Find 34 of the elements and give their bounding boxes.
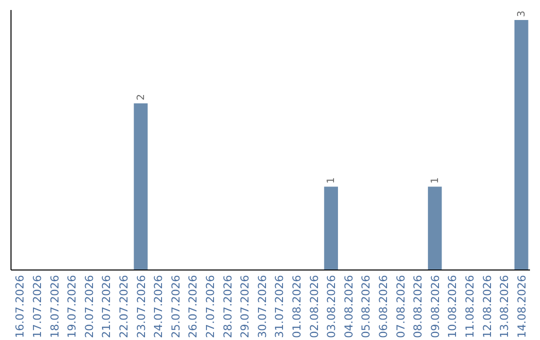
x-tick-label: 18.07.2026 bbox=[48, 275, 62, 338]
data-label: 1 bbox=[430, 177, 441, 184]
x-tick-label: 22.07.2026 bbox=[117, 275, 130, 338]
x-tick-label: 19.07.2026 bbox=[66, 275, 79, 338]
x-tick-label: 28.07.2026 bbox=[221, 275, 234, 338]
x-tick-label: 09.08.2026 bbox=[428, 275, 442, 338]
data-label: 3 bbox=[516, 10, 528, 17]
x-tick-label: 26.07.2026 bbox=[186, 275, 200, 338]
x-tick-label: 02.08.2026 bbox=[308, 275, 321, 338]
x-tick-label: 08.08.2026 bbox=[412, 275, 425, 338]
x-tick-label: 03.08.2026 bbox=[325, 275, 338, 338]
x-tick-label: 10.08.2026 bbox=[446, 275, 460, 338]
x-tick-label: 27.07.2026 bbox=[204, 275, 217, 338]
x-tick-label: 07.08.2026 bbox=[394, 275, 408, 338]
x-tick-label: 25.07.2026 bbox=[169, 275, 182, 338]
x-tick-label: 29.07.2026 bbox=[238, 275, 252, 338]
x-tick-label: 20.07.2026 bbox=[82, 275, 96, 338]
x-tick-label: 12.08.2026 bbox=[480, 275, 494, 338]
x-tick-label: 31.07.2026 bbox=[273, 275, 286, 338]
x-tick-label: 05.08.2026 bbox=[360, 275, 373, 338]
x-tick-label: 16.07.2026 bbox=[14, 275, 27, 338]
x-tick-label: 06.08.2026 bbox=[376, 275, 390, 338]
x-tick-label: 30.07.2026 bbox=[256, 275, 269, 338]
data-label: 2 bbox=[136, 94, 147, 100]
x-tick-label: 14.08.2026 bbox=[515, 275, 528, 338]
x-tick-label: 23.07.2026 bbox=[134, 275, 148, 338]
x-tick-label: 11.08.2026 bbox=[463, 275, 476, 338]
x-tick-label: 04.08.2026 bbox=[342, 275, 356, 338]
x-tick-label: 21.07.2026 bbox=[100, 275, 114, 338]
x-tick-label: 17.07.2026 bbox=[30, 275, 44, 338]
x-tick-label: 01.08.2026 bbox=[290, 275, 304, 338]
data-label: 1 bbox=[326, 177, 338, 184]
x-tick-label: 13.08.2026 bbox=[498, 275, 512, 338]
x-tick-label: 24.07.2026 bbox=[152, 275, 166, 338]
